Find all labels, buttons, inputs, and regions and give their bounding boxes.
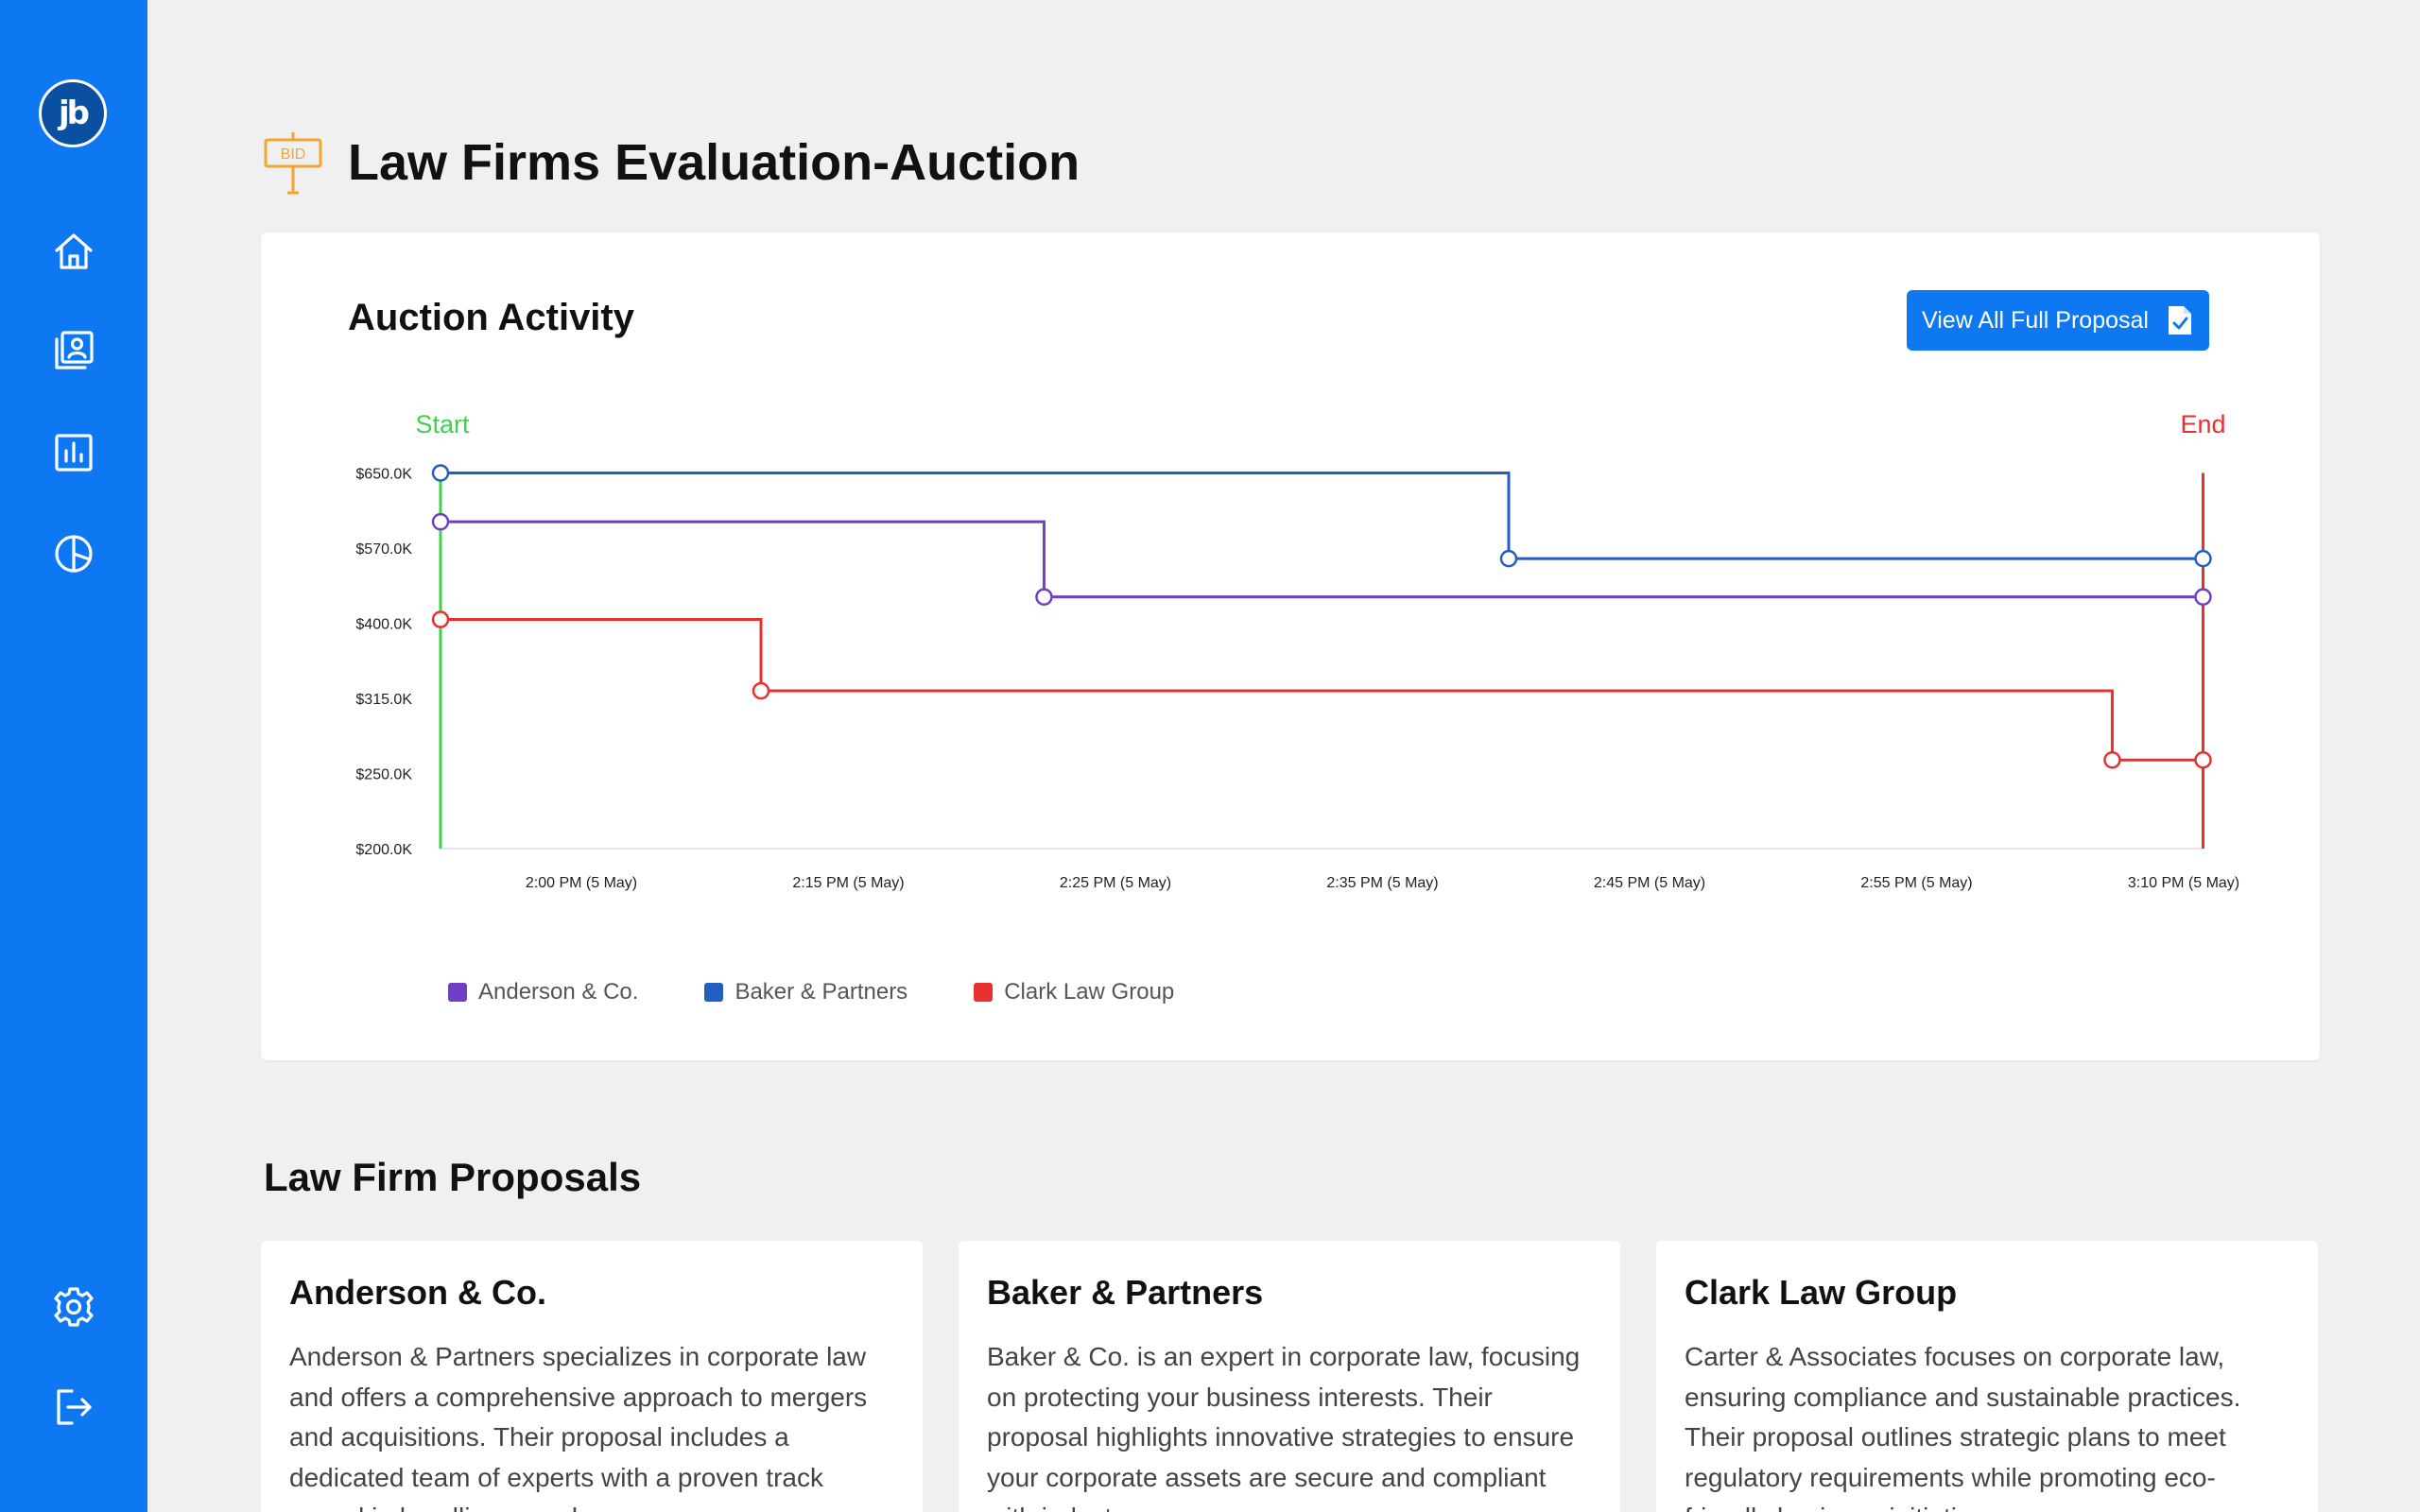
auction-activity-title: Auction Activity (348, 297, 634, 338)
series-line (441, 520, 2204, 599)
bid-sign-text: BID (281, 146, 306, 163)
y-tick-label: $250.0K (355, 767, 412, 783)
legend-swatch (448, 983, 467, 1002)
data-point (2194, 588, 2212, 606)
y-tick-label: $650.0K (355, 467, 412, 483)
data-point (2194, 750, 2212, 769)
proposal-card-text: Anderson & Partners specializes in corpo… (289, 1342, 868, 1512)
contacts-book-icon[interactable] (51, 328, 96, 373)
end-label: End (2180, 410, 2225, 438)
series-line (441, 472, 2204, 560)
pie-chart-icon[interactable] (51, 531, 96, 576)
proposal-card-baker[interactable]: Baker & Partners Baker & Co. is an exper… (959, 1241, 1620, 1512)
legend-item[interactable]: Clark Law Group (974, 979, 1174, 1005)
data-point (431, 464, 450, 482)
y-tick-label: $200.0K (355, 842, 412, 858)
y-tick-label: $570.0K (355, 541, 412, 558)
gear-icon[interactable] (51, 1284, 96, 1330)
auction-chart: $200.0K $250.0K $315.0K $400.0K $570.0K $650.… (355, 410, 2239, 891)
app-logo[interactable]: jb (39, 79, 107, 147)
x-tick-label: 2:55 PM (5 May) (1860, 875, 1972, 891)
view-all-proposal-label: View All Full Proposal (1922, 306, 2149, 334)
page-header: BID Law Firms Evaluation-Auction (263, 130, 1080, 195)
proposal-card-title: Clark Law Group (1685, 1273, 1958, 1312)
logo-text: jb (59, 94, 90, 132)
proposal-card-title: Anderson & Co. (289, 1273, 547, 1312)
data-point (1499, 549, 1518, 568)
chart-legend: Anderson & Co. Baker & Partners Clark Law … (448, 979, 1240, 1005)
logout-icon[interactable] (51, 1384, 96, 1430)
legend-swatch (704, 983, 724, 1002)
data-point (2194, 549, 2212, 568)
data-point (431, 512, 450, 531)
auction-activity-card: $200.0K $250.0K $315.0K $400.0K $570.0K $650.… (261, 232, 2320, 1060)
view-all-proposal-button[interactable]: View All Full Proposal (1907, 290, 2209, 351)
bid-sign-icon: BID (264, 132, 322, 195)
sidebar: jb (0, 0, 147, 1512)
x-tick-label: 2:45 PM (5 May) (1594, 875, 1705, 891)
home-icon[interactable] (51, 229, 96, 274)
document-check-icon (2168, 306, 2191, 335)
proposal-card-text: Baker & Co. is an expert in corporate la… (987, 1342, 1581, 1512)
legend-swatch (974, 983, 994, 1002)
data-point (752, 681, 770, 700)
page-title: Law Firms Evaluation-Auction (348, 134, 1080, 191)
legend-item[interactable]: Baker & Partners (704, 979, 908, 1005)
proposal-card-clark[interactable]: Clark Law Group Carter & Associates focu… (1656, 1241, 2318, 1512)
data-point (431, 610, 450, 628)
proposals-section-title: Law Firm Proposals (264, 1155, 642, 1199)
y-tick-label: $315.0K (355, 692, 412, 708)
data-point (1035, 588, 1053, 606)
legend-item[interactable]: Anderson & Co. (448, 979, 638, 1005)
x-tick-label: 2:35 PM (5 May) (1326, 875, 1438, 891)
legend-label: Baker & Partners (735, 979, 908, 1005)
proposal-card-title: Baker & Partners (987, 1273, 1264, 1312)
x-tick-label: 2:00 PM (5 May) (526, 875, 637, 891)
series-line (441, 618, 2204, 762)
x-tick-label: 2:15 PM (5 May) (792, 875, 904, 891)
proposal-card-anderson[interactable]: Anderson & Co. Anderson & Partners speci… (261, 1241, 923, 1512)
x-tick-label: 3:10 PM (5 May) (2128, 875, 2239, 891)
data-point (2103, 750, 2121, 769)
y-tick-label: $400.0K (355, 617, 412, 633)
x-tick-label: 2:25 PM (5 May) (1060, 875, 1171, 891)
bar-chart-icon[interactable] (51, 430, 96, 475)
start-label: Start (415, 410, 470, 438)
proposal-card-text: Carter & Associates focuses on corporate… (1685, 1342, 2241, 1512)
legend-label: Anderson & Co. (478, 979, 639, 1005)
legend-label: Clark Law Group (1004, 979, 1175, 1005)
